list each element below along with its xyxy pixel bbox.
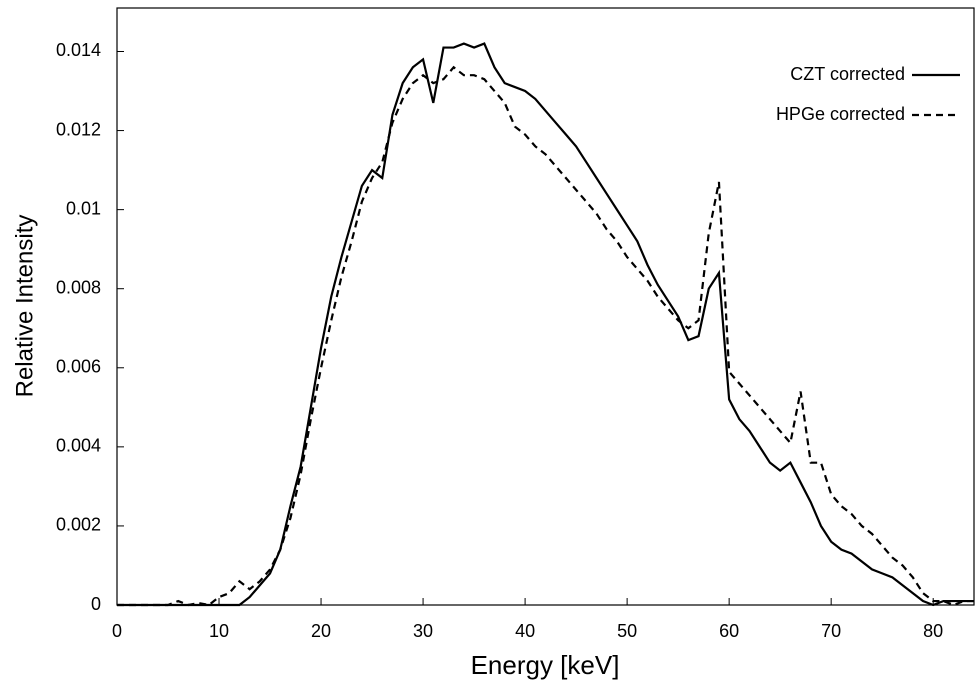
x-tick-label: 0 <box>112 621 122 641</box>
x-tick-label: 10 <box>209 621 229 641</box>
x-tick-label: 40 <box>515 621 535 641</box>
plot-frame <box>116 7 975 606</box>
x-axis-title: Energy [keV] <box>471 650 620 680</box>
data-line <box>117 42 974 607</box>
y-tick-label: 0.008 <box>56 277 101 297</box>
y-tick-label: 0.004 <box>56 436 101 456</box>
y-axis-title: Relative Intensity <box>11 215 38 398</box>
y-tick-label: 0 <box>91 594 101 614</box>
legend-label: HPGe corrected <box>776 104 905 124</box>
x-tick-label: 50 <box>617 621 637 641</box>
y-tick-label: 0.01 <box>66 198 101 218</box>
x-tick-label: 70 <box>821 621 841 641</box>
y-tick-label: 0.014 <box>56 40 101 60</box>
x-tick-label: 80 <box>923 621 943 641</box>
y-tick-label: 0.012 <box>56 119 101 139</box>
data-line <box>117 65 974 607</box>
y-tick-label: 0.002 <box>56 515 101 535</box>
x-tick-label: 30 <box>413 621 433 641</box>
x-tick-label: 20 <box>311 621 331 641</box>
legend-label: CZT corrected <box>790 64 905 84</box>
x-tick-label: 60 <box>719 621 739 641</box>
y-tick-label: 0.006 <box>56 357 101 377</box>
